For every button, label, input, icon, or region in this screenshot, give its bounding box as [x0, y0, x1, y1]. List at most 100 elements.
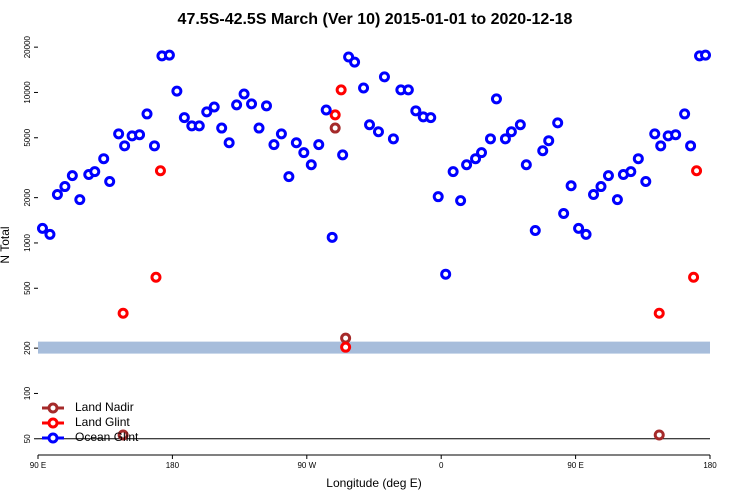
point [611, 194, 623, 206]
point [484, 133, 496, 145]
point [117, 429, 129, 441]
band [38, 341, 710, 354]
point [358, 82, 370, 94]
point [305, 159, 317, 171]
point [253, 122, 265, 134]
point [402, 84, 414, 96]
point [372, 126, 384, 138]
point [499, 133, 511, 145]
legend-marker [47, 417, 59, 429]
point [163, 49, 175, 61]
point [476, 147, 488, 159]
y-tick-label: 1000 [23, 234, 32, 252]
point [59, 181, 71, 193]
x-tick-label: 90 E [30, 461, 46, 470]
point [340, 341, 352, 353]
point [208, 101, 220, 113]
point [595, 181, 607, 193]
point [329, 122, 341, 134]
point [89, 166, 101, 178]
point [171, 85, 183, 97]
point [268, 139, 280, 151]
point [632, 153, 644, 165]
legend-label: Land Nadir [75, 400, 134, 414]
point [455, 195, 467, 207]
point [298, 147, 310, 159]
point [602, 170, 614, 182]
point [74, 194, 86, 206]
point [275, 128, 287, 140]
point [148, 140, 160, 152]
point [520, 159, 532, 171]
legend-label: Ocean Glint [75, 430, 139, 444]
point [150, 271, 162, 283]
point [66, 170, 78, 182]
point [134, 129, 146, 141]
point [154, 165, 166, 177]
point [543, 135, 555, 147]
legend-label: Land Glint [75, 415, 130, 429]
point [337, 149, 349, 161]
y-tick-label: 5000 [23, 128, 32, 146]
point [640, 176, 652, 188]
point [679, 108, 691, 120]
point [201, 106, 213, 118]
x-tick-label: 180 [166, 461, 180, 470]
point [490, 93, 502, 105]
point [685, 140, 697, 152]
point [461, 159, 473, 171]
legend-marker [47, 432, 59, 444]
point [44, 228, 56, 240]
point [216, 122, 228, 134]
point [447, 166, 459, 178]
y-axis-label: N Total [0, 226, 12, 263]
y-tick-label: 500 [23, 281, 32, 295]
point [691, 165, 703, 177]
y-tick-label: 10000 [23, 81, 32, 104]
point [349, 56, 361, 68]
point [529, 224, 541, 236]
legend-marker [47, 402, 59, 414]
point [440, 268, 452, 280]
point [588, 188, 600, 200]
point [178, 112, 190, 124]
point [410, 105, 422, 117]
point [119, 140, 131, 152]
point [51, 188, 63, 200]
point [117, 307, 129, 319]
point [104, 176, 116, 188]
point [387, 133, 399, 145]
x-tick-label: 180 [703, 461, 717, 470]
point [670, 129, 682, 141]
point [505, 126, 517, 138]
point [580, 228, 592, 240]
point [688, 271, 700, 283]
y-tick-label: 20000 [23, 35, 32, 58]
point [193, 120, 205, 132]
point [238, 88, 250, 100]
point [340, 332, 352, 344]
point [283, 171, 295, 183]
point [141, 108, 153, 120]
point [552, 117, 564, 129]
x-tick-label: 90 W [297, 461, 316, 470]
point [290, 137, 302, 149]
point [313, 139, 325, 151]
point [378, 71, 390, 83]
point [364, 119, 376, 131]
x-tick-label: 0 [439, 461, 444, 470]
point [329, 109, 341, 121]
point [700, 49, 712, 61]
point [36, 222, 48, 234]
y-tick-label: 2000 [23, 188, 32, 206]
point [653, 429, 665, 441]
point [573, 222, 585, 234]
point [649, 128, 661, 140]
point [231, 99, 243, 111]
y-tick-label: 50 [23, 434, 32, 443]
point [320, 104, 332, 116]
x-tick-label: 90 E [567, 461, 583, 470]
point [98, 153, 110, 165]
